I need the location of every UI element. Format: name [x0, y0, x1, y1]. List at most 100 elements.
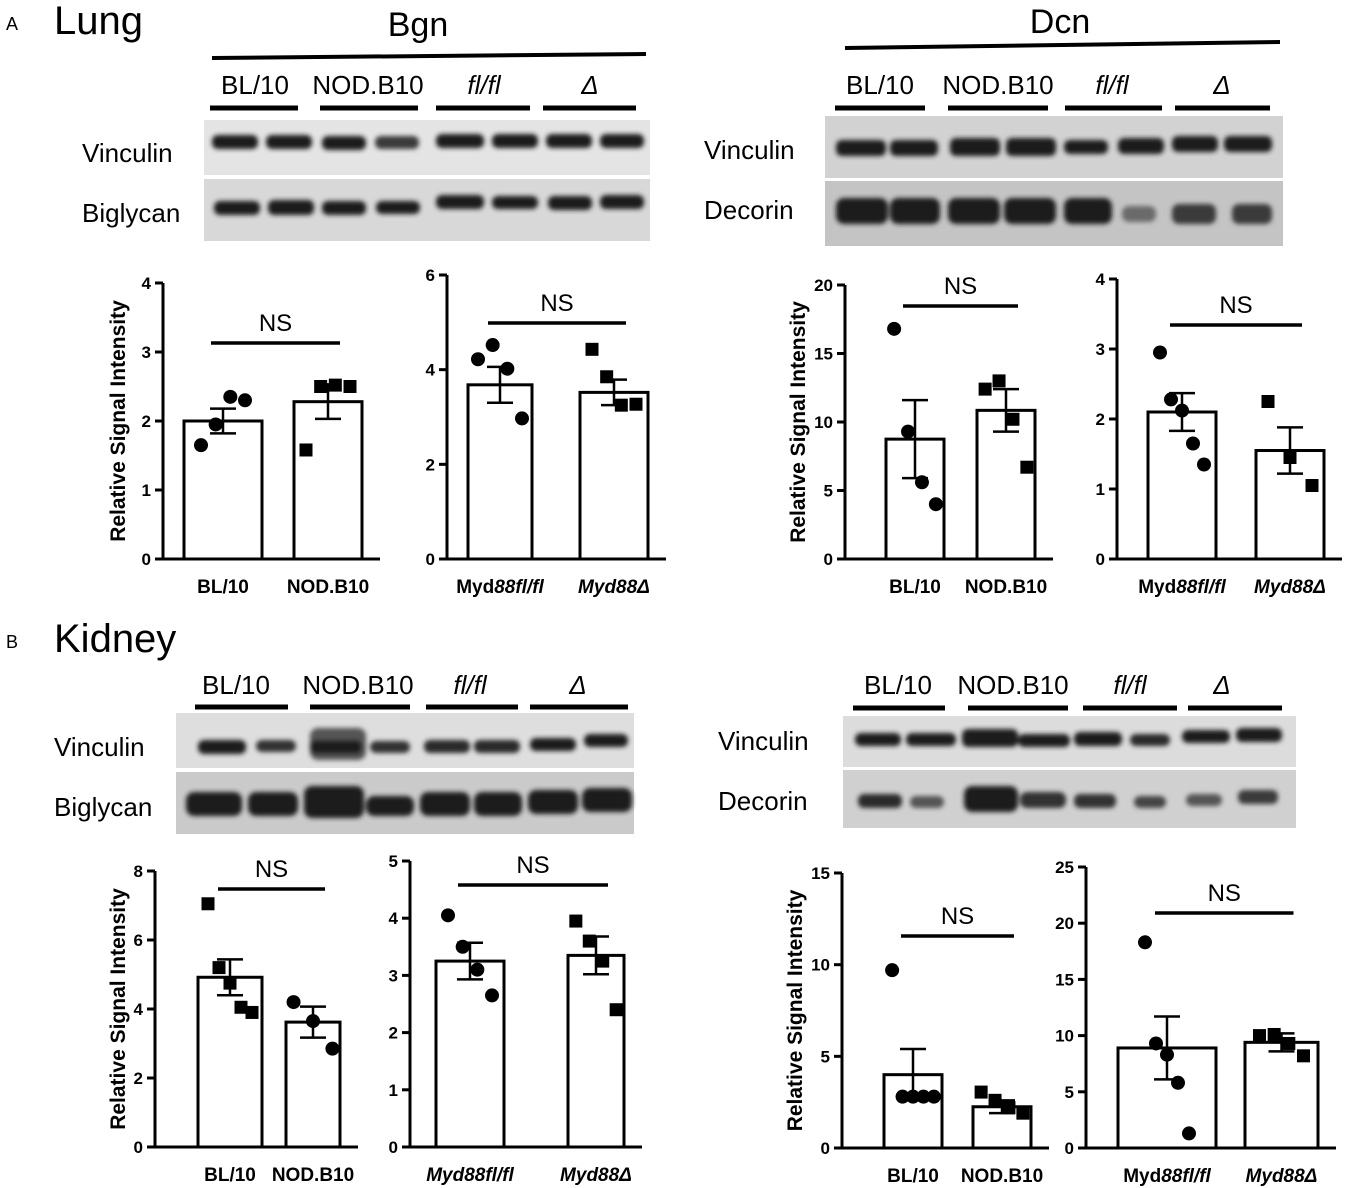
x-category-label: Myd88Δ: [1254, 577, 1326, 598]
lane-label: Δ: [1212, 70, 1230, 100]
data-point: [916, 1089, 931, 1104]
blot-image: [176, 713, 634, 834]
data-point: [926, 1089, 941, 1104]
x-category-label-part: BL/10: [887, 1166, 939, 1187]
blot-image: [825, 116, 1283, 246]
x-category-label-part: Myd88Δ: [1254, 577, 1326, 598]
data-point: [906, 1089, 920, 1104]
data-point: [208, 417, 223, 432]
data-point: [485, 338, 500, 353]
y-axis-label: Relative Signal Intensity: [784, 889, 807, 1131]
lane-label: BL/10: [846, 70, 914, 100]
section-title-kidney: Kidney: [54, 617, 176, 661]
y-axis-label: Relative Signal Intensity: [787, 301, 810, 543]
bar: [284, 1020, 342, 1149]
blot-row-label: Decorin: [704, 195, 794, 225]
data-point: [500, 361, 515, 376]
data-point: [895, 1089, 910, 1104]
lane-label: Δ: [568, 670, 586, 700]
x-category-label: BL/10: [197, 577, 249, 598]
data-point: [306, 1014, 320, 1029]
y-tick-label: 0: [824, 550, 833, 569]
x-category-label: Myd88fl/fl: [1123, 1166, 1211, 1187]
y-tick-label: 1: [142, 481, 151, 500]
data-point: [1020, 460, 1034, 474]
x-category-label-part: NOD.B10: [961, 1166, 1043, 1187]
y-tick-label: 2: [1096, 410, 1105, 429]
data-point: [978, 382, 992, 396]
lane-label: fl/fl: [1095, 70, 1129, 100]
y-tick-label: 8: [134, 862, 143, 881]
data-point: [1171, 1075, 1185, 1090]
significance-label: NS: [1208, 880, 1241, 907]
bar: [196, 975, 264, 1149]
y-tick-label: 10: [1055, 1027, 1074, 1046]
y-tick-label: 3: [142, 343, 151, 362]
lane-label: Δ: [1212, 670, 1230, 700]
x-category-label: NOD.B10: [272, 1165, 354, 1186]
bar: [292, 400, 364, 561]
panel-letter-a: A: [6, 14, 18, 34]
lane-label: NOD.B10: [957, 670, 1068, 700]
data-point: [569, 914, 583, 928]
y-tick-label: 4: [389, 909, 399, 928]
y-tick-label: 4: [142, 274, 152, 293]
y-tick-label: 10: [814, 413, 833, 432]
significance-label: NS: [259, 310, 292, 337]
x-category-label-part: 88fl/fl: [1176, 577, 1226, 598]
y-tick-label: 0: [1065, 1139, 1074, 1158]
x-category-label-part: 88fl/fl: [1161, 1166, 1211, 1187]
significance-label: NS: [1219, 292, 1252, 319]
x-category-label-part: BL/10: [889, 577, 941, 598]
data-point: [1138, 935, 1152, 950]
y-tick-label: 0: [134, 1138, 143, 1157]
significance-label: NS: [944, 273, 977, 300]
y-tick-label: 5: [389, 852, 398, 871]
blot-title-underline: [844, 40, 1281, 50]
blot-row-label: Vinculin: [704, 135, 795, 165]
y-tick-label: 4: [1096, 270, 1106, 289]
data-point: [1175, 403, 1189, 418]
x-category-label: NOD.B10: [965, 577, 1047, 598]
data-point: [328, 378, 342, 392]
y-tick-label: 0: [426, 550, 435, 569]
blot-lung-dcn: Dcn BL/10 NOD.B10 fl/fl Δ Vinculin Decor…: [704, 3, 1283, 246]
section-title-lung: Lung: [54, 0, 143, 43]
data-point: [1002, 1101, 1016, 1115]
data-point: [585, 342, 599, 356]
data-point: [596, 954, 610, 968]
bar: [1146, 410, 1218, 561]
lane-label: BL/10: [221, 70, 289, 100]
data-point: [238, 393, 252, 408]
data-point: [988, 1093, 1002, 1107]
y-tick-label: 6: [426, 266, 435, 285]
blot-row-label: Biglycan: [54, 792, 152, 822]
blot-row-label: Decorin: [718, 786, 808, 816]
data-point: [223, 976, 237, 990]
y-tick-label: 0: [142, 550, 151, 569]
x-category-label: Myd88Δ: [560, 1165, 632, 1186]
data-point: [1186, 436, 1200, 451]
data-point: [582, 934, 596, 948]
blot-row-label: Vinculin: [54, 732, 145, 762]
x-category-label-part: NOD.B10: [965, 577, 1047, 598]
y-tick-label: 2: [134, 1069, 143, 1088]
x-category-label-part: Myd88fl/fl: [426, 1165, 514, 1186]
x-category-label: BL/10: [204, 1165, 256, 1186]
data-point: [1305, 479, 1319, 492]
x-category-label-part: Myd88Δ: [578, 577, 650, 598]
x-category-label: NOD.B10: [287, 577, 369, 598]
data-point: [1153, 345, 1167, 360]
y-axis-label: Relative Signal Intensity: [107, 300, 130, 542]
y-tick-label: 5: [1065, 1083, 1074, 1102]
data-point: [1297, 1049, 1310, 1063]
blot-image: [843, 716, 1296, 828]
bar: [566, 953, 626, 1149]
x-category-label-part: BL/10: [204, 1165, 256, 1186]
data-point: [201, 897, 215, 911]
x-category-label-part: Myd: [1123, 1166, 1161, 1187]
lane-label: fl/fl: [467, 70, 501, 100]
blot-title-dcn: Dcn: [1030, 3, 1090, 41]
data-point: [234, 1000, 248, 1014]
